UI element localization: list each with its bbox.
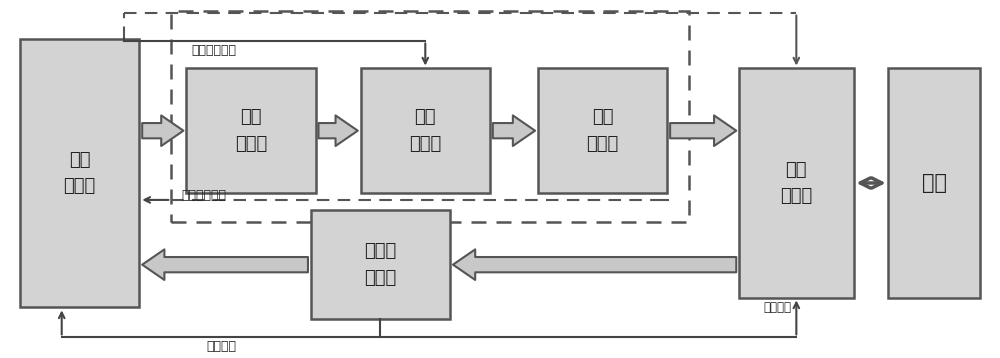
Text: 收发
切换器: 收发 切换器 <box>780 161 812 205</box>
Bar <box>20 39 139 308</box>
Bar <box>171 11 689 222</box>
Text: 低噪声
放大器: 低噪声 放大器 <box>364 242 397 287</box>
Bar <box>888 68 980 297</box>
Bar <box>739 68 854 297</box>
Bar <box>186 68 316 193</box>
Text: 增益控制: 增益控制 <box>206 340 236 353</box>
Bar <box>538 68 667 193</box>
Text: 发射功率控制: 发射功率控制 <box>191 44 236 57</box>
Text: 收发控制: 收发控制 <box>763 300 791 314</box>
Bar <box>361 68 490 193</box>
Text: 无线
收发器: 无线 收发器 <box>64 151 96 195</box>
Text: 发射功率检测: 发射功率检测 <box>181 189 226 202</box>
Text: 功率
放大器: 功率 放大器 <box>409 108 441 153</box>
Bar <box>311 210 450 319</box>
Text: 带通
滤波器: 带通 滤波器 <box>235 108 267 153</box>
Text: 天线: 天线 <box>922 173 947 193</box>
Text: 低通
滤波器: 低通 滤波器 <box>586 108 619 153</box>
